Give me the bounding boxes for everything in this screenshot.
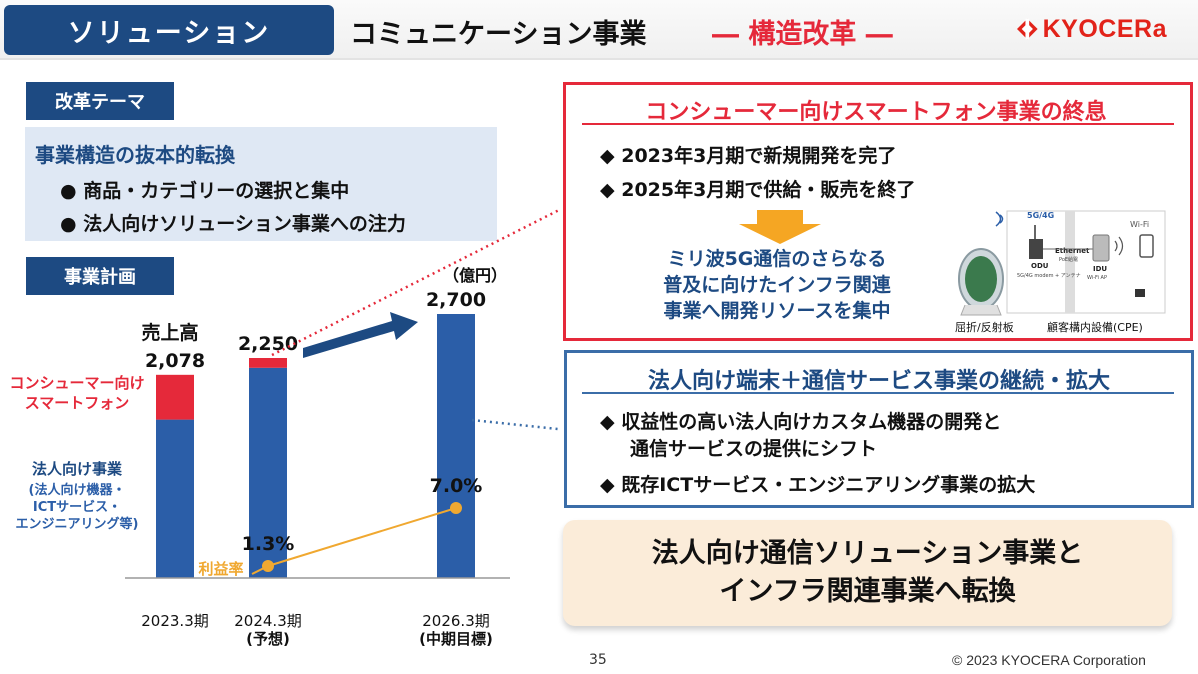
odu-sub: 5G/4G modem + アンテナ xyxy=(1017,273,1081,279)
conclusion-text: 法人向け通信ソリューション事業と インフラ関連事業へ転換 xyxy=(563,535,1172,611)
margin-value-label: 1.3% xyxy=(242,533,295,555)
signal-icon xyxy=(995,211,1004,227)
down-arrow-icon xyxy=(739,210,821,244)
cpe-diagram: 5G/4G ODU 5G/4G modem + アンテナ Ethernet Po… xyxy=(955,210,1166,334)
bar-corporate xyxy=(249,367,287,578)
focus-line: 普及に向けたインフラ関連 xyxy=(663,274,891,296)
margin-line xyxy=(267,507,457,567)
consumer-series-label: コンシューマー向け xyxy=(9,374,144,392)
cpe-caption: 顧客構内設備(CPE) xyxy=(1047,320,1143,334)
building-wall xyxy=(1065,211,1075,313)
margin-value-label: 7.0% xyxy=(430,475,483,497)
period-note: (予想) xyxy=(246,630,290,648)
smartphone-icon xyxy=(1139,234,1154,258)
bar-total-label: 2,250 xyxy=(238,333,298,355)
theme-bullet: ● 法人向けソリューション事業への注力 xyxy=(60,213,406,235)
reflector-caption: 屈折/反射板 xyxy=(955,320,1014,334)
focus-line: 事業へ開発リソースを集中 xyxy=(663,300,891,322)
period-note: (中期目標) xyxy=(419,630,493,648)
plan-tag: 事業計画 xyxy=(26,257,174,295)
theme-tag: 改革テーマ xyxy=(26,82,174,120)
sales-chart: 2,078 2023.3期 2,250 2024.3期 2,700 2026.3期 1.3… xyxy=(9,208,560,648)
bar-corporate xyxy=(437,314,475,578)
idu-label: IDU xyxy=(1093,265,1107,273)
title-underline xyxy=(582,123,1174,125)
bar-corporate xyxy=(156,419,194,578)
sales-label: 売上高 xyxy=(141,321,198,344)
corporate-series-sub: ICTサービス・ xyxy=(33,499,121,515)
theme-bullet: ● 商品・カテゴリーの選択と集中 xyxy=(60,180,350,202)
idu-sub: Wi-Fi AP xyxy=(1087,275,1107,281)
page-title: コミュニケーション事業 xyxy=(350,19,647,50)
corporate-bullet: ◆ 既存ICTサービス・エンジニアリング事業の拡大 xyxy=(600,474,1036,496)
corporate-series-label: 法人向け事業 xyxy=(32,460,123,478)
power-plug-icon xyxy=(1135,289,1145,297)
reflector-icon xyxy=(958,248,1004,316)
bar-total-label: 2,078 xyxy=(145,350,205,372)
page-subtitle: ― 構造改革 ― xyxy=(712,19,893,50)
poe-label: PoE給電 xyxy=(1059,256,1078,263)
x-tick-label: 2024.3期 xyxy=(234,612,302,630)
corporate-connector xyxy=(471,418,560,431)
wifi-label: Wi-Fi xyxy=(1130,220,1149,229)
unit-label: （億円） xyxy=(443,266,507,285)
focus-line: ミリ波5G通信のさらなる xyxy=(667,248,887,270)
wifi-wave-icon xyxy=(1114,236,1124,256)
logo-wordmark: KYOCERa xyxy=(1042,14,1167,43)
section-tag: ソリューション xyxy=(4,5,334,55)
corporate-series-sub: (法人向け機器・ xyxy=(29,482,126,498)
logo-mark-icon xyxy=(1017,18,1038,40)
bar-consumer xyxy=(156,374,194,420)
conclusion-box xyxy=(563,520,1172,626)
bar-consumer xyxy=(249,358,287,368)
x-tick-label: 2023.3期 xyxy=(141,612,209,630)
margin-series-label: 利益率 xyxy=(198,560,243,578)
idu-router-icon xyxy=(1092,234,1110,262)
ethernet-label: Ethernet xyxy=(1055,247,1090,255)
kyocera-logo: KYOCERa xyxy=(1017,14,1167,44)
conclusion-line: インフラ関連事業へ転換 xyxy=(719,576,1016,607)
conclusion-line: 法人向け通信ソリューション事業と xyxy=(651,538,1084,569)
corporate-expand-title: 法人向け端末＋通信サービス事業の継続・拡大 xyxy=(647,369,1110,394)
margin-point xyxy=(450,502,462,514)
copyright: © 2023 KYOCERA Corporation xyxy=(952,652,1146,668)
network-badge: 5G/4G xyxy=(1027,211,1054,220)
margin-point xyxy=(262,560,274,572)
corporate-bullet: ◆ 収益性の高い法人向けカスタム機器の開発と xyxy=(600,411,1002,433)
consumer-bullet: ◆ 2025年3月期で供給・販売を終了 xyxy=(600,179,916,201)
page-number: 35 xyxy=(589,652,607,668)
consumer-bullet: ◆ 2023年3月期で新規開発を完了 xyxy=(600,145,897,167)
title-underline xyxy=(582,392,1174,394)
growth-arrow-icon xyxy=(303,312,418,358)
consumer-exit-title: コンシューマー向けスマートフォン事業の終息 xyxy=(645,100,1107,125)
odu-antenna-icon xyxy=(1029,225,1043,259)
odu-label: ODU xyxy=(1031,262,1049,270)
theme-box xyxy=(25,127,497,241)
consumer-series-label: スマートフォン xyxy=(25,394,130,412)
corporate-bullet-cont: 通信サービスの提供にシフト xyxy=(630,438,878,460)
consumer-connector xyxy=(271,208,560,357)
corporate-expand-box xyxy=(564,350,1194,508)
x-tick-label: 2026.3期 xyxy=(422,612,490,630)
corporate-series-sub: エンジニアリング等) xyxy=(16,516,139,532)
theme-heading: 事業構造の抜本的転換 xyxy=(35,143,235,167)
bar-total-label: 2,700 xyxy=(426,289,486,311)
resource-focus-text: ミリ波5G通信のさらなる 普及に向けたインフラ関連 事業へ開発リソースを集中 xyxy=(612,246,942,324)
